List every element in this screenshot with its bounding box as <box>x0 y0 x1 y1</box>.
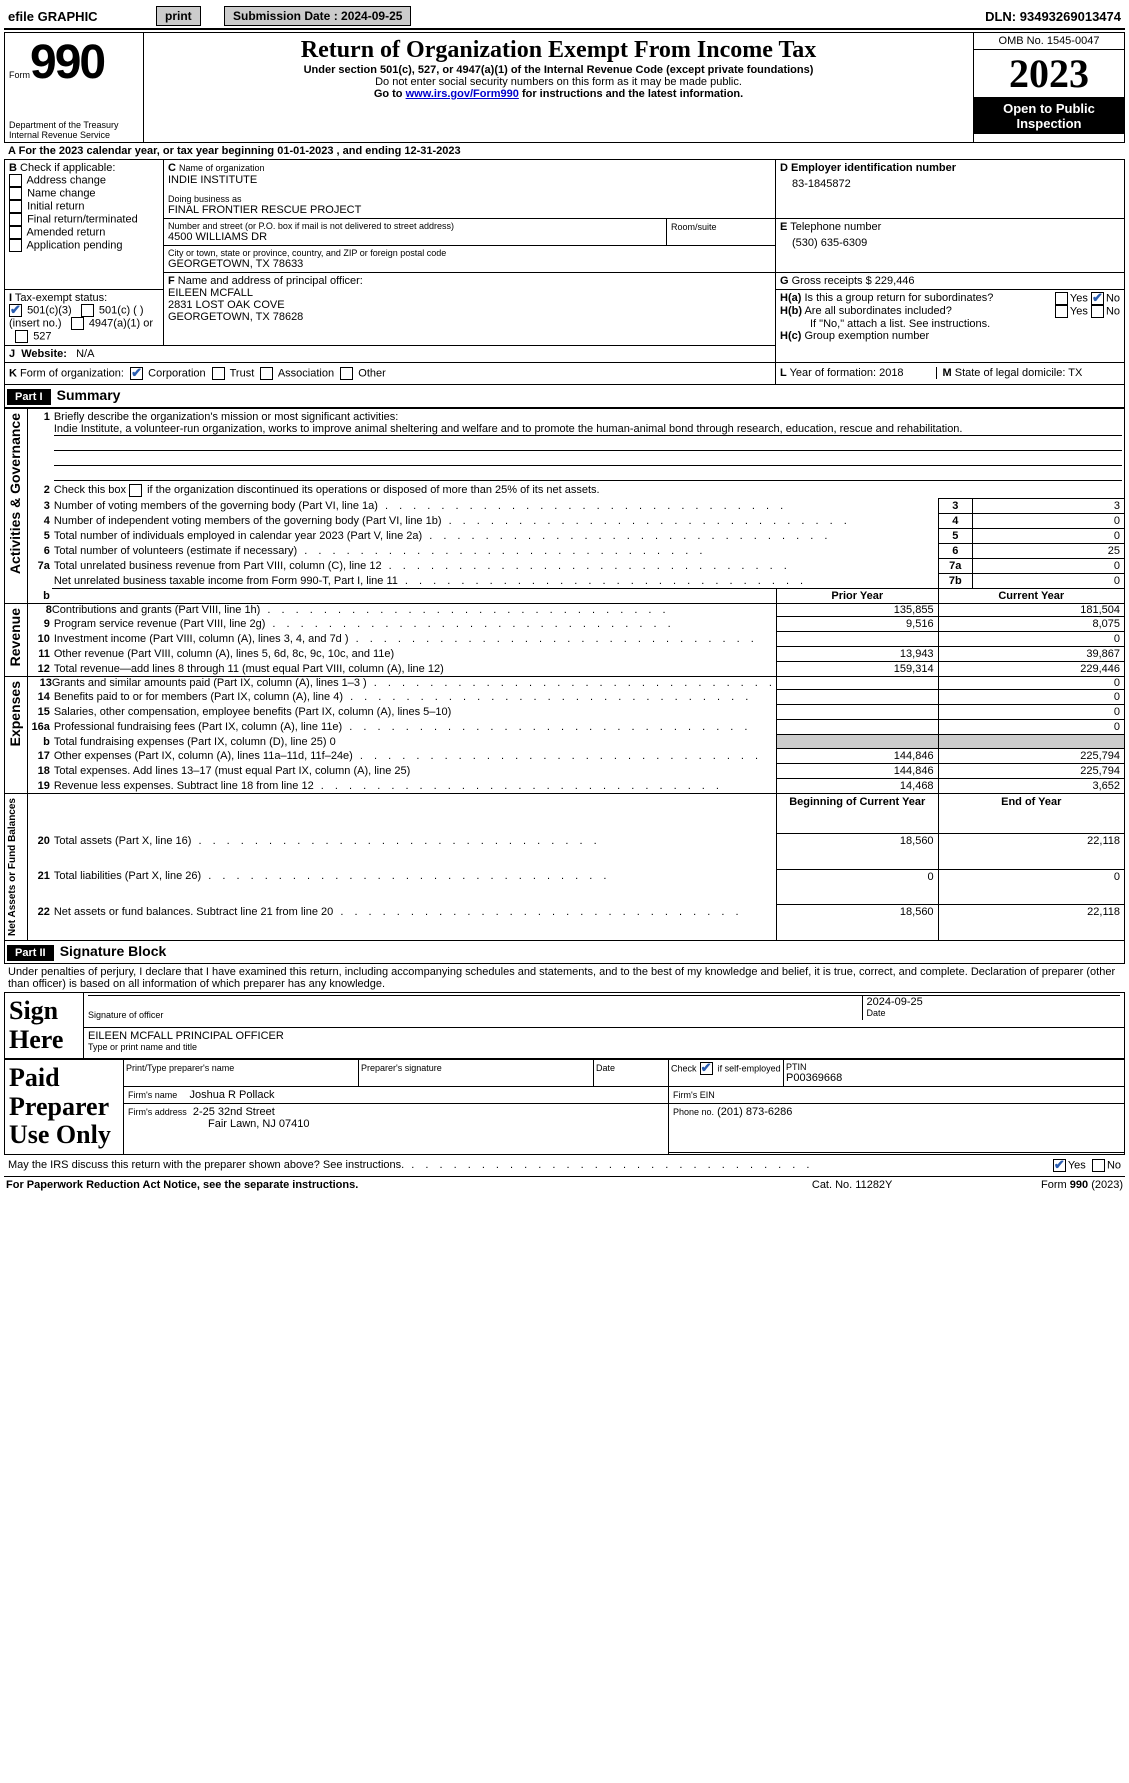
firm-phone: (201) 873-6286 <box>717 1106 792 1118</box>
side-governance: Activities & Governance <box>5 409 25 578</box>
sign-here-block: Sign Here Signature of officer 2024-09-2… <box>4 992 1125 1059</box>
side-netassets: Net Assets or Fund Balances <box>5 794 20 940</box>
page-footer: For Paperwork Reduction Act Notice, see … <box>4 1177 1125 1193</box>
submission-date-button[interactable]: Submission Date : 2024-09-25 <box>224 6 411 26</box>
sign-here-label: Sign Here <box>5 993 84 1059</box>
form-title: Return of Organization Exempt From Incom… <box>148 37 969 64</box>
val-3: 3 <box>972 499 1124 514</box>
cb-discuss-no[interactable] <box>1092 1159 1105 1172</box>
officer-addr: 2831 LOST OAK COVE <box>168 299 771 311</box>
val-8p: 135,855 <box>776 604 938 617</box>
val-7b: 0 <box>972 574 1124 589</box>
cb-501c[interactable] <box>81 304 94 317</box>
street-address: 4500 WILLIAMS DR <box>168 231 662 243</box>
officer-city: GEORGETOWN, TX 78628 <box>168 311 771 323</box>
mission-text: Indie Institute, a volunteer-run organiz… <box>54 423 1122 436</box>
form-header: Form990 Department of the Treasury Inter… <box>4 32 1125 143</box>
cb-527[interactable] <box>15 330 28 343</box>
part1-header: Part I Summary <box>4 385 1125 408</box>
cb-hb-no[interactable] <box>1091 305 1104 318</box>
cb-initial-return[interactable] <box>9 200 22 213</box>
cb-assoc[interactable] <box>260 367 273 380</box>
perjury-statement: Under penalties of perjury, I declare th… <box>4 964 1125 992</box>
summary-table: Activities & Governance 1 Briefly descri… <box>4 408 1125 941</box>
side-revenue: Revenue <box>5 604 25 670</box>
cb-amended-return[interactable] <box>9 226 22 239</box>
firm-addr1: 2-25 32nd Street <box>193 1106 275 1118</box>
officer-name: EILEEN MCFALL <box>168 287 771 299</box>
part2-header: Part II Signature Block <box>4 941 1125 964</box>
dba-name: FINAL FRONTIER RESCUE PROJECT <box>168 204 771 216</box>
dln-label: DLN: <box>985 9 1016 24</box>
cb-ha-yes[interactable] <box>1055 292 1068 305</box>
omb-number: OMB No. 1545-0047 <box>974 33 1124 50</box>
form-subtitle: Under section 501(c), 527, or 4947(a)(1)… <box>148 64 969 76</box>
open-inspection: Open to Public Inspection <box>974 98 1124 134</box>
ptin: P00369668 <box>786 1072 1122 1084</box>
cb-address-change[interactable] <box>9 174 22 187</box>
dept-treasury: Department of the Treasury <box>9 120 139 130</box>
print-button[interactable]: print <box>156 6 201 26</box>
phone: (530) 635-6309 <box>780 233 1120 249</box>
ssn-warning: Do not enter social security numbers on … <box>148 76 969 88</box>
dln-value: 93493269013474 <box>1020 9 1121 24</box>
discuss-line: May the IRS discuss this return with the… <box>4 1155 1125 1177</box>
entity-block: B Check if applicable: Address change Na… <box>4 159 1125 385</box>
tax-year: 2023 <box>974 50 1124 98</box>
paid-preparer-label: Paid Preparer Use Only <box>5 1060 124 1155</box>
val-8c: 181,504 <box>938 604 1124 617</box>
cb-discuss-yes[interactable] <box>1053 1159 1066 1172</box>
sign-date: 2024-09-25 <box>867 996 1121 1008</box>
website: N/A <box>76 348 94 360</box>
cb-trust[interactable] <box>212 367 225 380</box>
cb-final-return[interactable] <box>9 213 22 226</box>
val-4: 0 <box>972 514 1124 529</box>
cb-self-employed[interactable] <box>700 1062 713 1075</box>
cb-ha-no[interactable] <box>1091 292 1104 305</box>
firm-addr2: Fair Lawn, NJ 07410 <box>128 1118 664 1130</box>
side-expenses: Expenses <box>5 677 25 750</box>
cb-corp[interactable] <box>130 367 143 380</box>
irs-link[interactable]: www.irs.gov/Form990 <box>406 88 519 100</box>
domicile: TX <box>1068 367 1082 379</box>
cb-other[interactable] <box>340 367 353 380</box>
firm-name: Joshua R Pollack <box>189 1089 274 1101</box>
form-number: 990 <box>30 36 104 89</box>
goto-line: Go to www.irs.gov/Form990 for instructio… <box>148 88 969 100</box>
cb-application-pending[interactable] <box>9 239 22 252</box>
cb-501c3[interactable] <box>9 304 22 317</box>
org-name: INDIE INSTITUTE <box>168 174 771 186</box>
efile-label: efile GRAPHIC <box>8 9 98 24</box>
val-7a: 0 <box>972 559 1124 574</box>
cb-discontinued[interactable] <box>129 484 142 497</box>
cb-name-change[interactable] <box>9 187 22 200</box>
year-formation: 2018 <box>879 367 903 379</box>
top-bar: efile GRAPHIC print Submission Date : 20… <box>4 4 1125 30</box>
cb-hb-yes[interactable] <box>1055 305 1068 318</box>
ein: 83-1845872 <box>780 174 1120 190</box>
val-5: 0 <box>972 529 1124 544</box>
box-b: B Check if applicable: Address change Na… <box>5 160 164 290</box>
officer-signed-name: EILEEN MCFALL PRINCIPAL OFFICER <box>88 1030 1120 1042</box>
cb-4947[interactable] <box>71 317 84 330</box>
period-line: A For the 2023 calendar year, or tax yea… <box>4 143 1125 159</box>
val-6: 25 <box>972 544 1124 559</box>
gross-receipts: 229,446 <box>875 275 915 287</box>
dept-irs: Internal Revenue Service <box>9 130 139 140</box>
form-word: Form <box>9 70 30 80</box>
city-state-zip: GEORGETOWN, TX 78633 <box>168 258 771 270</box>
paid-preparer-block: Paid Preparer Use Only Print/Type prepar… <box>4 1059 1125 1155</box>
